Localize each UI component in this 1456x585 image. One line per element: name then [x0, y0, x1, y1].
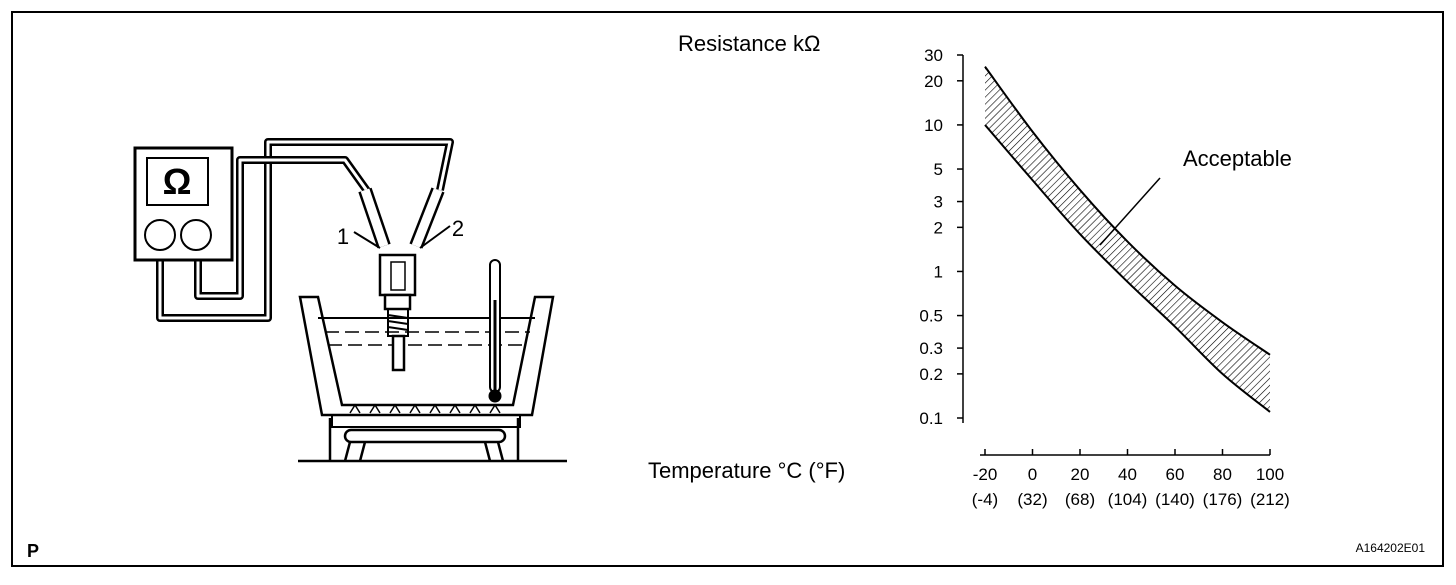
x-tick-label: 100	[1256, 465, 1284, 484]
y-tick-label: 20	[924, 72, 943, 91]
x-tick-label: 80	[1213, 465, 1232, 484]
y-tick-label: 2	[934, 218, 943, 237]
x-tick-secondary-label: (-4)	[972, 490, 998, 509]
terminal-label: 1	[337, 224, 349, 249]
meter-symbol: Ω	[163, 161, 192, 202]
band-boundary	[984, 124, 1271, 413]
y-tick-label: 10	[924, 116, 943, 135]
x-tick-secondary-label: (104)	[1108, 490, 1148, 509]
x-tick-secondary-label: (176)	[1203, 490, 1243, 509]
x-axis-title: Temperature °C (°F)	[648, 458, 845, 483]
corner-mark: P	[27, 541, 39, 561]
x-tick-secondary-label: (68)	[1065, 490, 1095, 509]
y-tick-label: 0.3	[919, 339, 943, 358]
y-tick-label: 1	[934, 262, 943, 281]
figure-id: A164202E01	[1356, 541, 1426, 555]
x-tick-label: 0	[1028, 465, 1037, 484]
x-tick-secondary-label: (32)	[1017, 490, 1047, 509]
y-tick-label: 5	[934, 160, 943, 179]
y-tick-label: 0.5	[919, 307, 943, 326]
band-boundary	[984, 66, 1271, 356]
acceptable-band	[985, 66, 1270, 412]
y-tick-label: 0.1	[919, 409, 943, 428]
frame	[11, 11, 1444, 567]
y-tick-label: 3	[934, 193, 943, 212]
x-tick-label: 60	[1166, 465, 1185, 484]
x-tick-label: 40	[1118, 465, 1137, 484]
x-tick-label: -20	[973, 465, 998, 484]
y-axis-title: Resistance kΩ	[678, 31, 820, 56]
y-tick-label: 30	[924, 46, 943, 65]
x-tick-secondary-label: (212)	[1250, 490, 1290, 509]
y-tick-label: 0.2	[919, 365, 943, 384]
chart: 0.1 0.2 0.3 0.5 1 2 3 5 10 20 30 -20 (-4) 0 (32) 20 (68)…	[919, 46, 1289, 509]
illustration	[133, 138, 567, 463]
x-tick-secondary-label: (140)	[1155, 490, 1195, 509]
terminal-label: 2	[452, 216, 464, 241]
x-tick-label: 20	[1071, 465, 1090, 484]
annotation: Acceptable	[1183, 146, 1292, 171]
